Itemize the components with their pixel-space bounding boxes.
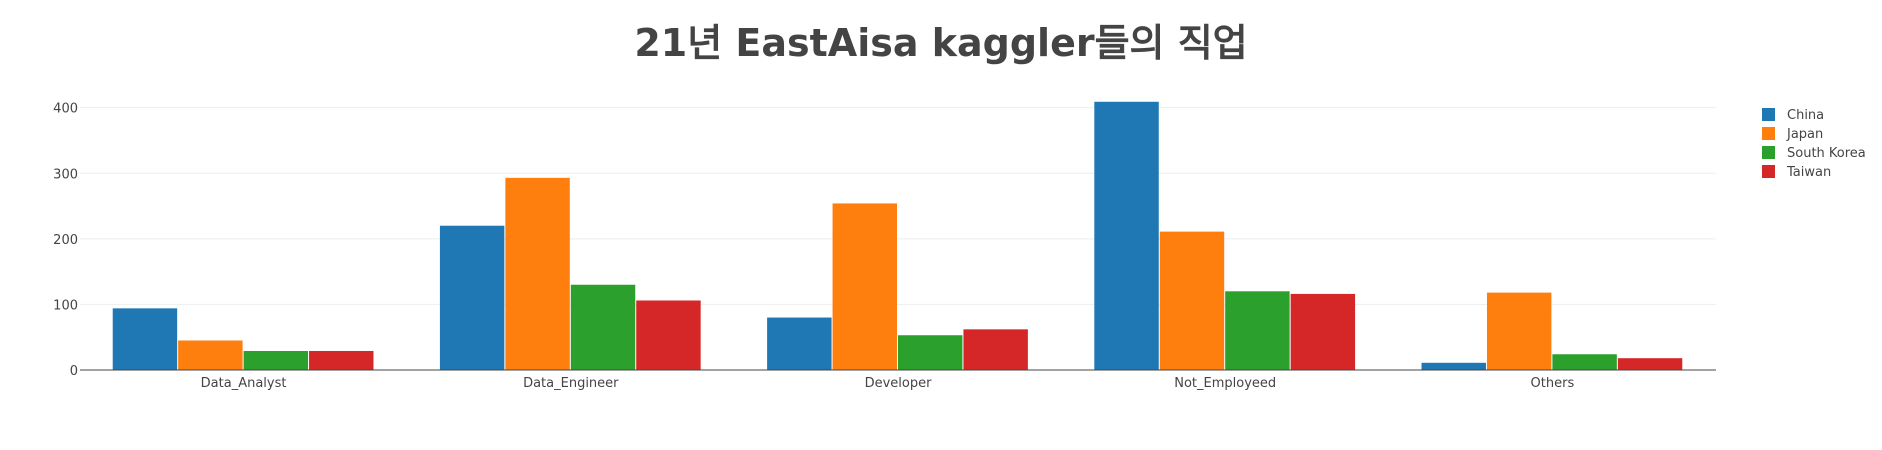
bar-south-korea-developer[interactable]	[898, 335, 963, 370]
gridlines	[80, 107, 1716, 305]
y-tick-label: 100	[53, 298, 78, 313]
bar-japan-developer[interactable]	[832, 203, 897, 370]
bar-south-korea-not_employeed[interactable]	[1225, 291, 1290, 370]
bar-taiwan-data_analyst[interactable]	[309, 350, 374, 370]
bar-china-developer[interactable]	[767, 317, 832, 370]
legend-label[interactable]: Japan	[1786, 127, 1823, 142]
bar-taiwan-others[interactable]	[1617, 358, 1683, 370]
chart-title: 21년 EastAisa kaggler들의 직업	[634, 21, 1248, 65]
legend-label[interactable]: Taiwan	[1786, 165, 1831, 180]
y-tick-label: 400	[53, 102, 78, 117]
legend-swatch-south-korea[interactable]	[1762, 146, 1775, 159]
bar-china-data_engineer[interactable]	[439, 225, 505, 370]
axes: 0 100 200 300 400 Data_Analyst Data_Engineer De…	[53, 102, 1716, 391]
bar-japan-data_engineer[interactable]	[505, 177, 570, 370]
bar-japan-others[interactable]	[1486, 292, 1552, 370]
bar-japan-not_employeed[interactable]	[1159, 231, 1225, 370]
y-tick-label: 200	[53, 233, 78, 248]
x-tick-label: Others	[1531, 376, 1575, 391]
y-tick-label: 300	[53, 167, 78, 182]
bar-china-others[interactable]	[1421, 362, 1486, 370]
y-tick-label: 0	[70, 364, 78, 379]
legend-swatch-taiwan[interactable]	[1762, 165, 1775, 178]
legend-label[interactable]: China	[1787, 108, 1824, 123]
bar-south-korea-others[interactable]	[1552, 354, 1617, 370]
bar-china-not_employeed[interactable]	[1094, 101, 1159, 370]
bar-taiwan-developer[interactable]	[963, 329, 1028, 370]
bars	[112, 101, 1683, 370]
x-tick-label: Developer	[865, 376, 933, 391]
legend-swatch-china[interactable]	[1762, 108, 1775, 121]
legend-label[interactable]: South Korea	[1787, 146, 1866, 161]
bar-south-korea-data_analyst[interactable]	[243, 350, 309, 370]
bar-china-data_analyst[interactable]	[112, 308, 178, 370]
bar-japan-data_analyst[interactable]	[178, 340, 243, 370]
legend: China Japan South Korea Taiwan	[1762, 108, 1866, 180]
x-tick-label: Data_Analyst	[201, 376, 287, 391]
legend-swatch-japan[interactable]	[1762, 127, 1775, 140]
x-tick-label: Data_Engineer	[523, 376, 619, 391]
bar-south-korea-data_engineer[interactable]	[570, 284, 636, 370]
bar-taiwan-not_employeed[interactable]	[1290, 293, 1356, 370]
bar-taiwan-data_engineer[interactable]	[636, 300, 701, 370]
x-tick-label: Not_Employeed	[1174, 376, 1276, 391]
